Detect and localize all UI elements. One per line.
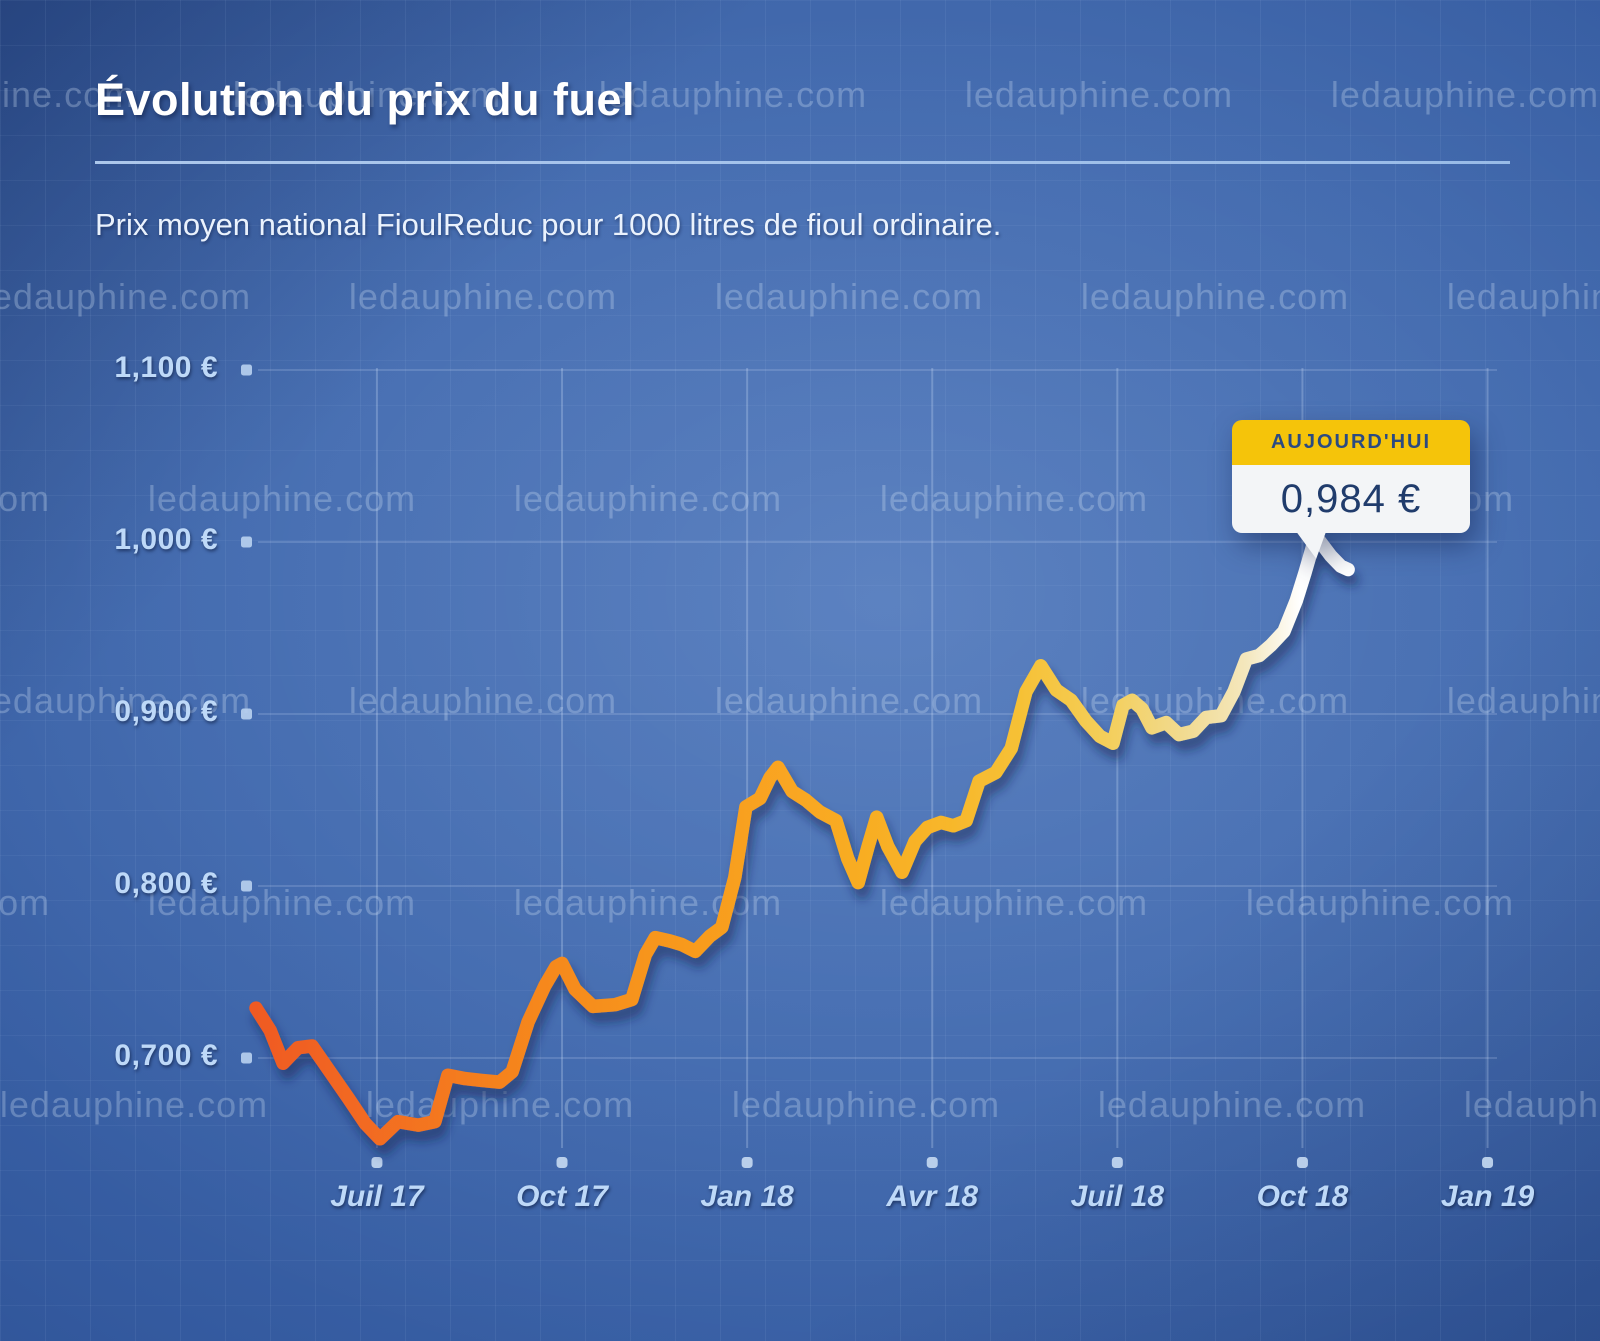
- today-tooltip: AUJOURD'HUI 0,984 €: [1232, 420, 1470, 561]
- vertical-gridlines: [371, 368, 1494, 1168]
- tooltip-header: AUJOURD'HUI: [1232, 420, 1470, 465]
- horizontal-gridlines: [241, 364, 1497, 1064]
- tooltip-label: AUJOURD'HUI: [1270, 431, 1432, 453]
- tooltip-pointer-icon: [1296, 529, 1330, 561]
- price-line: [249, 533, 1355, 1146]
- tooltip-value: 0,984 €: [1232, 465, 1470, 533]
